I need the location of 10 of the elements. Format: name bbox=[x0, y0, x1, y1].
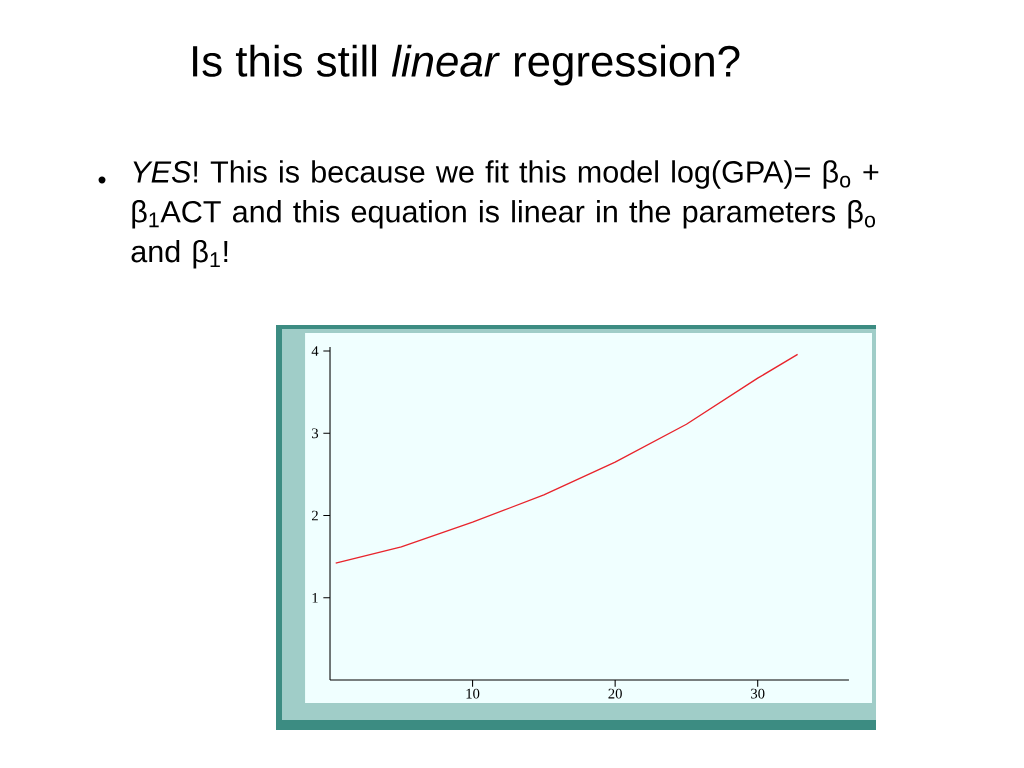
y-tick-label: 1 bbox=[312, 592, 318, 603]
y-tick-label: 2 bbox=[311, 510, 318, 521]
chart-title: Is this still linear regression? bbox=[193, 44, 740, 86]
line-series bbox=[335, 353, 799, 564]
x-tick-label: 10 bbox=[466, 688, 480, 699]
x-tick-label: 20 bbox=[608, 688, 622, 699]
x-tick-label: 30 bbox=[751, 688, 765, 699]
y-tick-label: 3 bbox=[312, 428, 319, 439]
y-tick-label: 4 bbox=[311, 346, 319, 356]
text: YES! This is because we fit this model log(GPA)= β$_{o}$ + β$_{1}$ACT and this equation is linear in the parameters β$_{o}$ and β$_{1}$! bbox=[131, 160, 879, 269]
